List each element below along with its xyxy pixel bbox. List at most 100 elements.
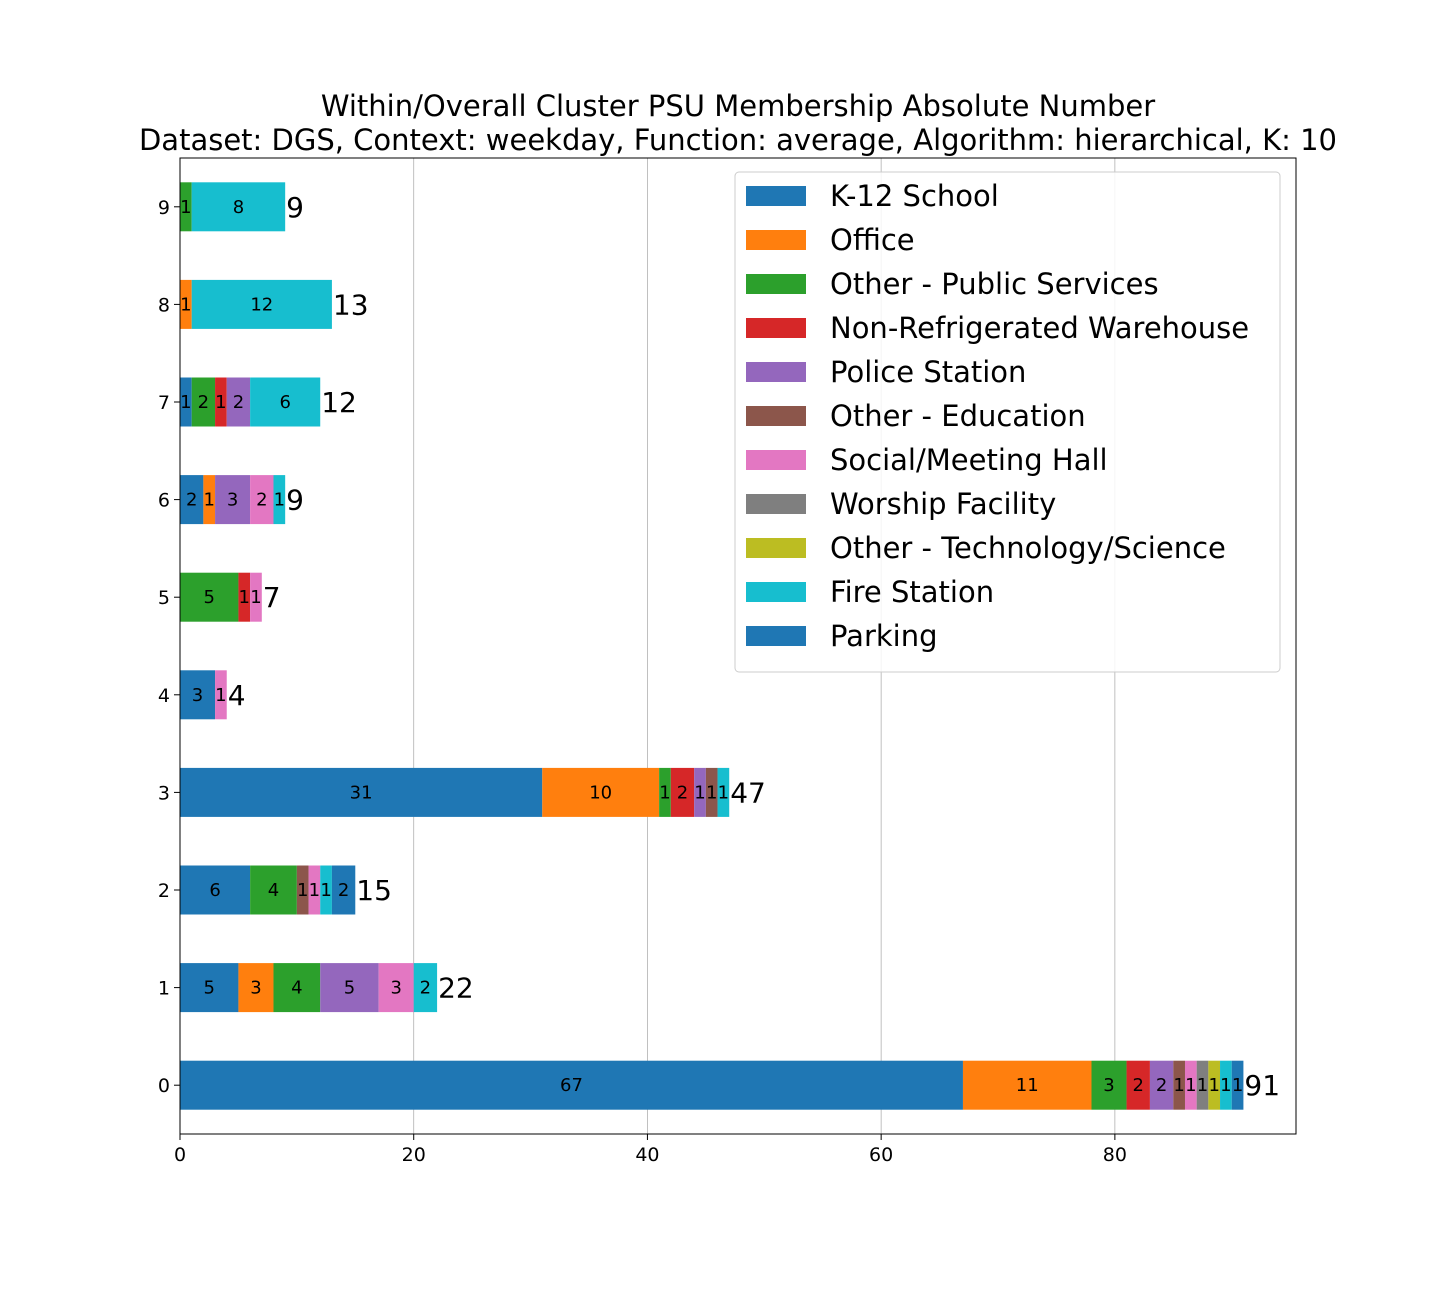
bar-segment (273, 963, 321, 1013)
y-tick-label: 2 (158, 880, 170, 902)
legend-swatch (746, 362, 806, 382)
bar-segment (180, 767, 543, 817)
segment-value-label: 12 (250, 294, 273, 315)
bar-segment (215, 670, 227, 720)
bar-segment (694, 767, 706, 817)
segment-value-label: 1 (203, 490, 214, 511)
bar-segment (1196, 1060, 1209, 1110)
bar-segment (542, 767, 660, 817)
bar-segment (250, 865, 297, 915)
segment-value-label: 1 (309, 880, 320, 901)
bar-segment (320, 865, 332, 915)
y-tick-label: 7 (158, 392, 170, 414)
y-tick-label: 0 (158, 1075, 170, 1097)
segment-value-label: 10 (589, 782, 612, 803)
bar-segment (180, 963, 239, 1013)
bar-segment (226, 377, 251, 427)
legend-label: K-12 School (830, 179, 999, 213)
bar-segment (1208, 1060, 1221, 1110)
y-tick-label: 3 (158, 782, 170, 804)
segment-value-label: 2 (1133, 1075, 1144, 1096)
bar-segment (962, 1060, 1092, 1110)
segment-value-label: 31 (350, 782, 373, 803)
legend-swatch (746, 626, 806, 646)
bar-segment (331, 865, 356, 915)
y-tick-label: 5 (158, 587, 170, 609)
x-tick-label: 80 (1103, 1144, 1127, 1166)
legend-swatch (746, 538, 806, 558)
legend-label: Non-Refrigerated Warehouse (830, 311, 1249, 345)
bar-segment (296, 865, 309, 915)
bar-total-label: 47 (730, 776, 766, 809)
bar-segment (180, 670, 216, 720)
bar-segment (215, 475, 251, 525)
segment-value-label: 6 (209, 880, 220, 901)
legend-label: Other - Public Services (830, 267, 1159, 301)
bar-segment (1149, 1060, 1174, 1110)
segment-value-label: 1 (659, 782, 670, 803)
segment-value-label: 2 (1156, 1075, 1167, 1096)
legend: K-12 School Office Other - Public Services… (734, 171, 1281, 673)
bar-total-label: 9 (286, 484, 304, 517)
segment-value-label: 1 (215, 392, 226, 413)
segment-value-label: 1 (1197, 1075, 1208, 1096)
bar-segment (238, 963, 274, 1013)
bar-segment (180, 865, 251, 915)
segment-value-label: 1 (1220, 1075, 1231, 1096)
bar-total-label: 91 (1244, 1069, 1280, 1102)
bar-segment (659, 767, 671, 817)
y-axis-ticks: 0 1 2 3 4 5 6 7 8 9 (158, 197, 180, 1097)
bar-segment (320, 963, 379, 1013)
bar-segment (1184, 1060, 1197, 1110)
segment-value-label: 2 (677, 782, 688, 803)
segment-value-label: 2 (338, 880, 349, 901)
bar-segment (1126, 1060, 1150, 1110)
bars (180, 182, 1244, 1110)
segment-value-label: 67 (560, 1075, 583, 1096)
segment-value-label: 5 (203, 978, 214, 999)
x-tick-label: 0 (174, 1144, 186, 1166)
segment-value-label: 5 (203, 587, 214, 608)
bar-total-label: 9 (286, 191, 304, 224)
bar-segment (378, 963, 414, 1013)
legend-box (734, 171, 1281, 673)
y-tick-label: 8 (158, 294, 170, 316)
segment-value-label: 2 (256, 490, 267, 511)
legend-label: Office (830, 223, 915, 257)
segment-value-label: 1 (694, 782, 705, 803)
bar-segment (1231, 1060, 1244, 1110)
x-tick-label: 20 (402, 1144, 426, 1166)
bar-segment (238, 572, 251, 622)
segment-value-label: 6 (279, 392, 290, 413)
legend-swatch (746, 274, 806, 294)
legend-swatch (746, 186, 806, 206)
bar-total-label: 12 (321, 386, 357, 419)
legend-swatch (746, 494, 806, 514)
plot-frame (179, 157, 1297, 1135)
segment-value-label: 1 (180, 294, 191, 315)
segment-value-label: 3 (390, 978, 401, 999)
bar-segment (215, 377, 227, 427)
y-tick-label: 9 (158, 197, 170, 219)
bar-segment (180, 182, 192, 232)
legend-swatch (746, 582, 806, 602)
segment-value-label: 1 (239, 587, 250, 608)
legend-label: Fire Station (830, 575, 994, 609)
legend-label: Police Station (830, 355, 1026, 389)
x-axis-ticks: 0 20 40 60 80 (174, 1134, 1127, 1166)
legend-swatch (746, 230, 806, 250)
bar-segment (250, 572, 262, 622)
legend-swatch (746, 318, 806, 338)
bar-segment (180, 279, 192, 329)
segment-value-label: 1 (250, 587, 261, 608)
y-tick-label: 6 (158, 490, 170, 512)
bar-segment (180, 377, 192, 427)
segment-value-label: 1 (1232, 1075, 1243, 1096)
bar-segment (180, 475, 204, 525)
segment-value-label: 1 (180, 197, 191, 218)
bar-total-label: 22 (438, 972, 474, 1005)
segment-value-label: 3 (1103, 1075, 1114, 1096)
segment-value-label: 2 (198, 392, 209, 413)
bar-segment (1173, 1060, 1185, 1110)
segment-value-label: 1 (1185, 1075, 1196, 1096)
